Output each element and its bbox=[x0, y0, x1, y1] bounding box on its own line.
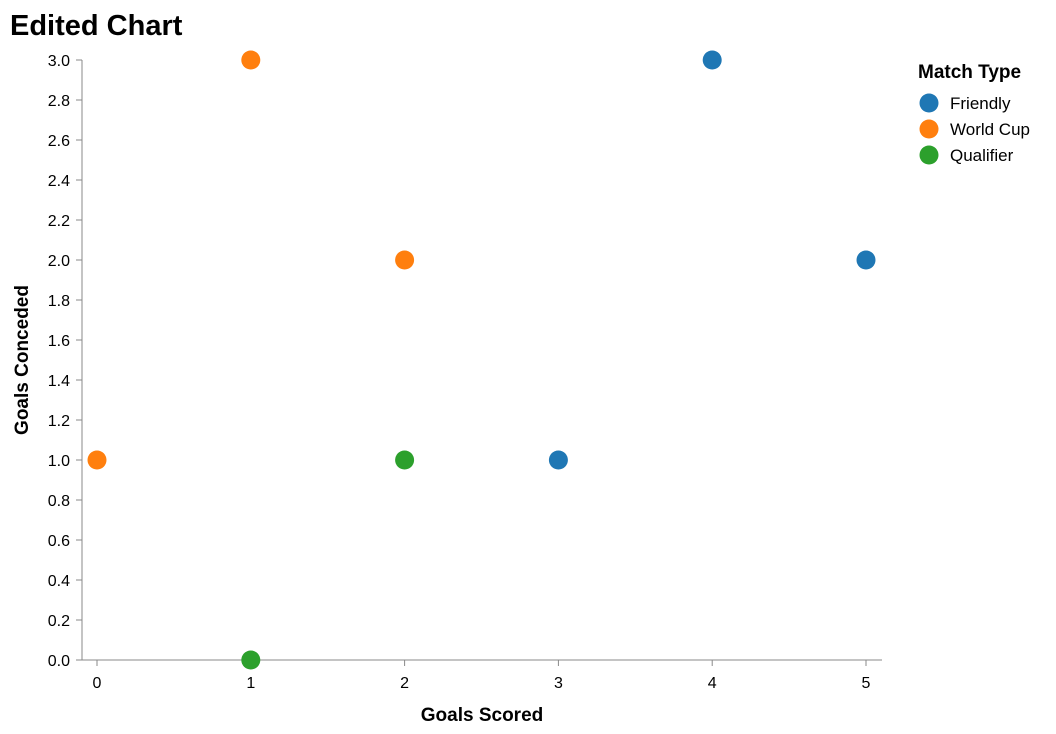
x-axis: 0 1 2 3 4 5 bbox=[82, 659, 882, 692]
y-tick-label: 0.4 bbox=[48, 573, 70, 590]
y-tick-label: 2.0 bbox=[48, 253, 70, 270]
x-tick-label: 1 bbox=[246, 675, 255, 692]
data-point bbox=[87, 450, 107, 470]
y-tick-label: 2.2 bbox=[48, 213, 70, 230]
chart-title: Edited Chart bbox=[10, 10, 183, 42]
x-tick-label: 4 bbox=[708, 675, 717, 692]
y-tick-label: 1.8 bbox=[48, 293, 70, 310]
y-tick-label: 0.2 bbox=[48, 613, 70, 630]
data-point bbox=[856, 250, 876, 270]
data-point bbox=[395, 250, 415, 270]
y-tick-label: 0.0 bbox=[48, 653, 70, 670]
legend-label: Friendly bbox=[950, 94, 1011, 113]
y-tick-label: 2.6 bbox=[48, 133, 70, 150]
legend-title: Match Type bbox=[918, 62, 1021, 83]
legend-swatch bbox=[919, 145, 939, 165]
y-tick-label: 0.6 bbox=[48, 533, 70, 550]
x-tick-label: 2 bbox=[400, 675, 409, 692]
x-tick-label: 3 bbox=[554, 675, 563, 692]
y-tick-label: 2.4 bbox=[48, 173, 70, 190]
data-point bbox=[241, 650, 261, 670]
y-tick-label: 3.0 bbox=[48, 53, 70, 70]
y-tick-label: 2.8 bbox=[48, 93, 70, 110]
y-tick-label: 1.2 bbox=[48, 413, 70, 430]
data-point bbox=[241, 50, 261, 70]
y-tick-label: 1.0 bbox=[48, 453, 70, 470]
legend-label: World Cup bbox=[950, 120, 1030, 139]
legend-swatch bbox=[919, 119, 939, 139]
y-axis-title: Goals Conceded bbox=[12, 285, 33, 435]
y-tick-label: 1.6 bbox=[48, 333, 70, 350]
y-axis: 0.0 0.2 0.4 0.6 0.8 1.0 1.2 1.4 1.6 1.8 2.0 2.2 2.4 2… bbox=[48, 53, 83, 670]
y-tick-label: 0.8 bbox=[48, 493, 70, 510]
legend-label: Qualifier bbox=[950, 146, 1014, 165]
y-tick-label: 1.4 bbox=[48, 373, 70, 390]
data-point bbox=[548, 450, 568, 470]
data-points bbox=[87, 50, 876, 670]
x-tick-label: 0 bbox=[93, 675, 102, 692]
x-tick-label: 5 bbox=[862, 675, 871, 692]
legend: Match Type Friendly World Cup Qualifier bbox=[918, 62, 1030, 165]
legend-swatch bbox=[919, 93, 939, 113]
data-point bbox=[702, 50, 722, 70]
data-point bbox=[395, 450, 415, 470]
x-axis-title: Goals Scored bbox=[421, 705, 544, 726]
